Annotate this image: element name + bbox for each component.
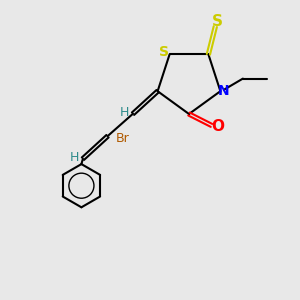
Text: H: H xyxy=(70,151,79,164)
Text: S: S xyxy=(212,14,222,29)
Text: H: H xyxy=(120,106,129,119)
Text: S: S xyxy=(159,45,169,59)
Text: N: N xyxy=(218,84,229,98)
Text: Br: Br xyxy=(116,132,130,145)
Text: O: O xyxy=(212,119,225,134)
